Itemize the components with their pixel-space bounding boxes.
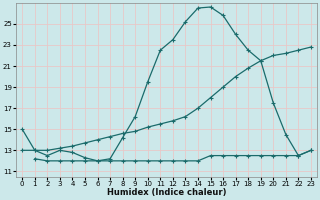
X-axis label: Humidex (Indice chaleur): Humidex (Indice chaleur) [107,188,226,197]
